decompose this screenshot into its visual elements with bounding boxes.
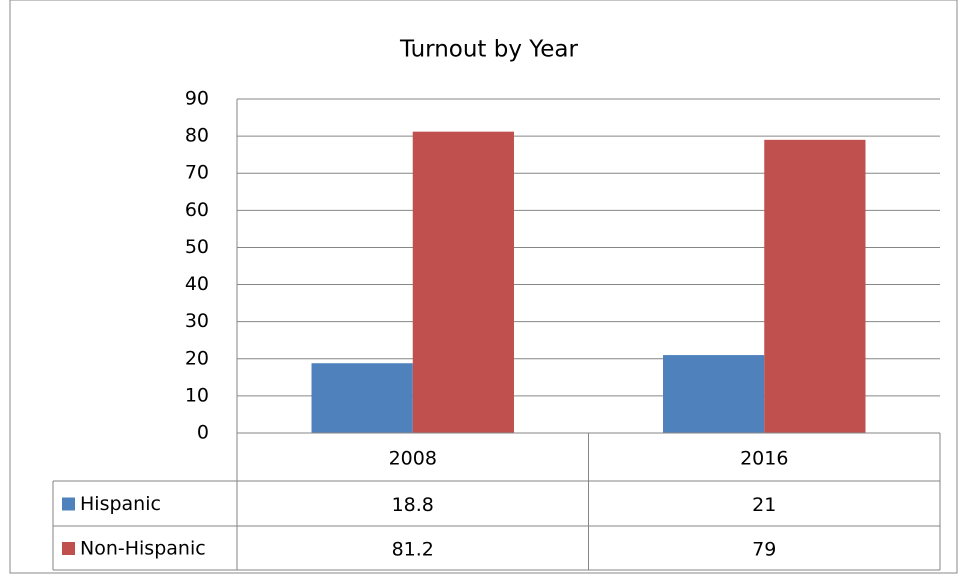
table-value: 79 xyxy=(752,539,776,561)
y-tick-label: 50 xyxy=(185,236,209,258)
y-tick-label: 90 xyxy=(185,88,209,110)
x-tick-label: 2016 xyxy=(740,448,788,470)
table-value: 18.8 xyxy=(392,494,434,516)
y-tick-label: 80 xyxy=(185,125,209,147)
y-tick-label: 10 xyxy=(185,384,209,406)
legend-key xyxy=(62,542,75,555)
legend-label: Hispanic xyxy=(80,493,161,515)
y-tick-label: 70 xyxy=(185,162,209,184)
bar xyxy=(412,131,514,433)
y-tick-label: 30 xyxy=(185,310,209,332)
chart-title: Turnout by Year xyxy=(399,37,579,63)
y-tick-label: 40 xyxy=(185,273,209,295)
legend-label: Non-Hispanic xyxy=(80,538,206,560)
legend-key xyxy=(62,497,75,511)
x-tick-label: 2008 xyxy=(389,448,437,470)
table-value: 81.2 xyxy=(392,539,434,561)
bar xyxy=(663,355,765,433)
y-tick-label: 0 xyxy=(197,422,209,444)
bar xyxy=(311,363,413,433)
table-value: 21 xyxy=(752,494,776,516)
bar xyxy=(764,139,866,434)
y-tick-label: 60 xyxy=(185,199,209,221)
y-tick-label: 20 xyxy=(185,347,209,369)
